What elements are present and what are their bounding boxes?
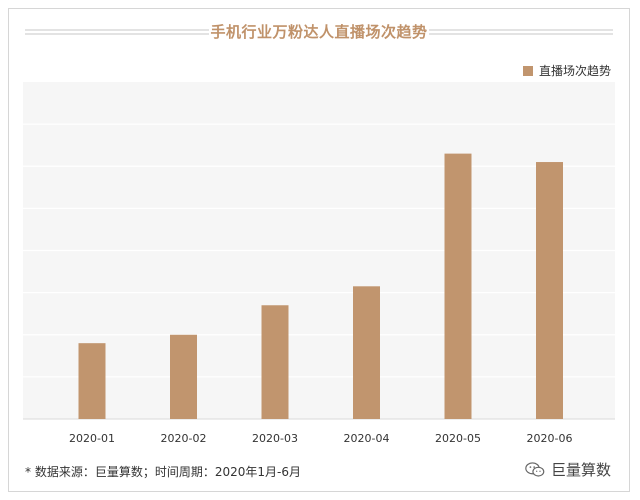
bar-2020-04: [353, 286, 380, 419]
bar-2020-06: [536, 162, 563, 419]
x-tick-label: 2020-03: [252, 432, 298, 445]
x-tick-label: 2020-01: [69, 432, 115, 445]
bar-chart: 2020-01 2020-02 2020-03 2020-04 2020-05 2020-…: [23, 123, 615, 445]
x-tick-label: 2020-05: [435, 432, 481, 445]
bar-2020-01: [78, 343, 106, 419]
title-row: 手机行业万粉达人直播场次趋势: [9, 17, 629, 47]
legend-label: 直播场次趋势: [538, 64, 611, 78]
wechat-icon: [525, 461, 545, 477]
bar-2020-05: [444, 153, 472, 420]
data-source-note: * 数据来源：巨量算数；时间周期：2020年1月-6月: [25, 465, 301, 479]
title-divider-right: [429, 29, 613, 35]
brand-watermark: 巨量算数: [525, 459, 611, 480]
x-tick-label: 2020-02: [161, 432, 207, 445]
x-tick-label: 2020-04: [344, 432, 390, 445]
legend-swatch: [522, 65, 533, 76]
title-divider-left: [25, 29, 209, 35]
bar-2020-03: [261, 305, 289, 419]
bar-2020-02: [170, 334, 197, 419]
x-tick-label: 2020-06: [527, 432, 573, 445]
chart-title: 手机行业万粉达人直播场次趋势: [210, 23, 428, 41]
chart-card: 手机行业万粉达人直播场次趋势 直播场次趋势 2020-01 2020-02 2020…: [8, 8, 630, 492]
brand-name: 巨量算数: [550, 461, 611, 479]
chart-legend: 直播场次趋势: [522, 62, 611, 79]
